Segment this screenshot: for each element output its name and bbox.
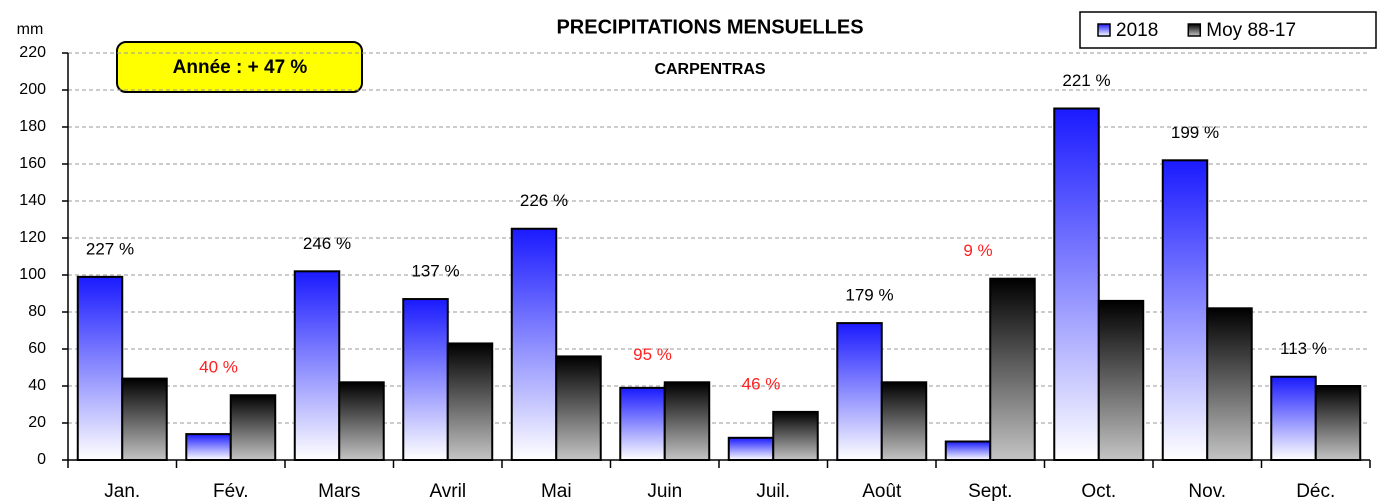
x-tick-label: Nov. — [1188, 481, 1226, 502]
y-tick-label: 60 — [28, 340, 46, 357]
chart-title: PRECIPITATIONS MENSUELLES — [556, 16, 863, 38]
x-tick-label: Déc. — [1296, 481, 1335, 502]
bar — [229, 394, 277, 461]
bar — [1206, 307, 1253, 461]
y-tick-label: 40 — [28, 377, 46, 394]
ratio-label: 246 % — [303, 234, 351, 253]
x-tick-label: Mars — [318, 481, 360, 502]
ratio-label: 226 % — [520, 191, 568, 210]
x-tick-label: Sept. — [968, 481, 1012, 502]
bar — [510, 227, 558, 461]
x-tick-label: Juil. — [756, 481, 790, 502]
bar — [1097, 299, 1145, 461]
annotation: Année : + 47 % — [173, 57, 308, 78]
x-tick-label: Avril — [429, 481, 466, 502]
bar — [727, 436, 775, 461]
ratio-label: 227 % — [86, 239, 134, 258]
y-tick-label: 120 — [19, 229, 46, 246]
annotation-box — [116, 41, 363, 93]
bar — [944, 440, 992, 461]
bar — [663, 381, 711, 461]
bar — [1053, 107, 1100, 461]
ratio-label: 46 % — [742, 374, 781, 393]
bar — [880, 381, 928, 461]
bar — [555, 355, 602, 461]
x-tick-label: Oct. — [1081, 481, 1116, 502]
legend-swatch — [1187, 23, 1202, 37]
legend-box — [1079, 11, 1377, 49]
bar — [338, 381, 385, 461]
bar — [1314, 385, 1362, 461]
x-tick-label: Mai — [541, 481, 572, 502]
ratio-label: 40 % — [199, 358, 238, 377]
bar — [446, 342, 494, 462]
legend-label: Moy 88-17 — [1206, 20, 1296, 41]
bar — [293, 270, 341, 461]
bar — [836, 322, 883, 461]
y-tick-label: 100 — [19, 266, 46, 283]
bar — [772, 410, 819, 461]
y-tick-label: 220 — [19, 44, 46, 61]
y-tick-label: 0 — [37, 451, 46, 468]
y-tick-label: 180 — [19, 118, 46, 135]
y-axis-label: mm — [17, 21, 44, 38]
ratio-label: 113 % — [1280, 339, 1327, 358]
x-tick-label: Fév. — [213, 481, 249, 502]
bar — [989, 277, 1036, 462]
legend-label: 2018 — [1116, 20, 1158, 41]
bar — [1270, 375, 1317, 461]
bar — [1161, 159, 1209, 462]
bar — [76, 275, 124, 461]
bar — [185, 433, 232, 462]
ratio-label: 199 % — [1171, 123, 1219, 142]
bar — [402, 298, 449, 461]
x-tick-label: Août — [862, 481, 902, 502]
ratio-label: 9 % — [963, 241, 992, 260]
ratio-label: 137 % — [411, 262, 459, 281]
ratio-label: 221 % — [1062, 71, 1110, 90]
ratio-label: 95 % — [633, 345, 672, 364]
ratio-label: 179 % — [845, 286, 893, 305]
legend-swatch — [1097, 23, 1111, 37]
y-tick-label: 200 — [19, 81, 46, 98]
y-tick-label: 80 — [28, 303, 46, 320]
bar — [619, 386, 666, 462]
y-tick-label: 160 — [19, 155, 46, 172]
x-tick-label: Jan. — [104, 481, 140, 502]
y-tick-label: 20 — [28, 414, 46, 431]
x-tick-label: Juin — [647, 481, 682, 502]
bar — [121, 377, 168, 462]
y-tick-label: 140 — [19, 192, 46, 209]
chart-subtitle: CARPENTRAS — [654, 61, 765, 78]
